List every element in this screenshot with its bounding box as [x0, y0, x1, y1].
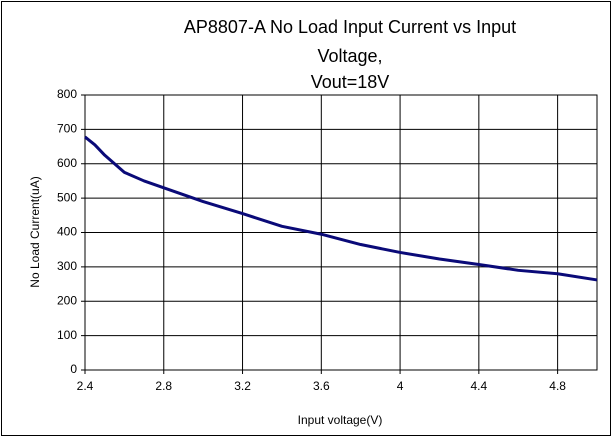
y-tick-label: 700 [57, 122, 77, 136]
x-tick-label: 4.8 [549, 379, 566, 393]
chart-title: Voltage, [317, 46, 382, 66]
y-axis-label: No Load Current(uA) [28, 176, 42, 287]
y-tick-label: 300 [57, 259, 77, 273]
x-axis-label: Input voltage(V) [298, 413, 383, 427]
y-tick-label: 600 [57, 156, 77, 170]
y-tick-label: 0 [70, 362, 77, 376]
chart-title: AP8807-A No Load Input Current vs Input [184, 17, 516, 37]
y-tick-label: 800 [57, 87, 77, 101]
x-tick-label: 2.4 [77, 379, 94, 393]
x-tick-label: 4.4 [471, 379, 488, 393]
x-tick-label: 4 [397, 379, 404, 393]
y-tick-label: 500 [57, 190, 77, 204]
data-line [84, 135, 598, 282]
x-tick-label: 2.8 [155, 379, 172, 393]
y-tick-label: 200 [57, 293, 77, 307]
x-tick-label: 3.6 [313, 379, 330, 393]
y-tick-label: 400 [57, 225, 77, 239]
x-tick-label: 3.2 [234, 379, 251, 393]
chart-title: Vout=18V [311, 72, 390, 92]
y-tick-label: 100 [57, 328, 77, 342]
